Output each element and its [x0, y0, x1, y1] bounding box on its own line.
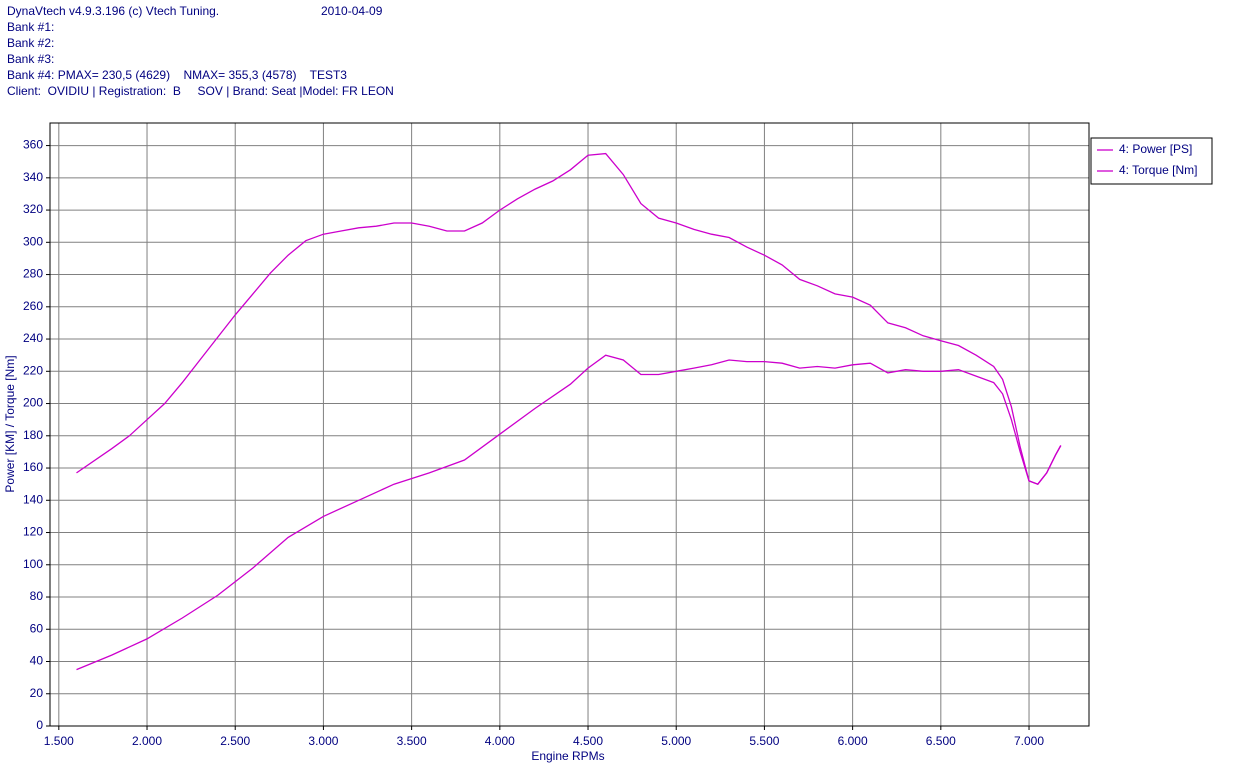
date: 2010-04-09: [321, 4, 383, 18]
x-tick-label: 6.500: [926, 734, 956, 748]
x-axis-title: Engine RPMs: [531, 749, 604, 763]
y-tick-label: 240: [23, 331, 43, 345]
x-tick-label: 5.500: [749, 734, 779, 748]
header-line: Client: OVIDIU | Registration: B SOV | B…: [7, 84, 394, 98]
y-tick-label: 20: [30, 686, 44, 700]
y-tick-label: 160: [23, 460, 43, 474]
x-tick-label: 4.000: [485, 734, 515, 748]
series-line: [76, 152, 1062, 485]
x-tick-label: 1.500: [44, 734, 74, 748]
plot-border: [49, 122, 1090, 727]
y-tick-label: 100: [23, 557, 43, 571]
header-line: Bank #1:: [7, 20, 55, 34]
y-tick-label: 280: [23, 267, 43, 281]
y-tick-label: 360: [23, 138, 43, 152]
y-tick-label: 220: [23, 363, 43, 377]
y-axis-title: Power [KM] / Torque [Nm]: [3, 355, 17, 492]
x-tick-label: 5.000: [661, 734, 691, 748]
y-tick-label: 80: [30, 589, 44, 603]
x-tick-label: 7.000: [1014, 734, 1044, 748]
y-tick-label: 140: [23, 492, 43, 506]
y-tick-label: 40: [30, 654, 44, 668]
y-tick-label: 300: [23, 234, 43, 248]
legend-label: 4: Torque [Nm]: [1119, 163, 1197, 177]
series-line: [76, 354, 1062, 671]
y-tick-label: 180: [23, 428, 43, 442]
y-tick-label: 60: [30, 621, 44, 635]
plot-area: [50, 123, 1089, 726]
x-tick-label: 6.000: [838, 734, 868, 748]
y-tick-label: 320: [23, 202, 43, 216]
y-tick-label: 260: [23, 299, 43, 313]
y-tick-label: 340: [23, 170, 43, 184]
x-tick-label: 4.500: [573, 734, 603, 748]
y-tick-label: 120: [23, 525, 43, 539]
header-line: Bank #2:: [7, 36, 55, 50]
header-line: Bank #4: PMAX= 230,5 (4629) NMAX= 355,3 …: [7, 68, 347, 82]
x-tick-label: 3.500: [397, 734, 427, 748]
x-tick-label: 2.500: [220, 734, 250, 748]
x-tick-label: 2.000: [132, 734, 162, 748]
legend-label: 4: Power [PS]: [1119, 142, 1192, 156]
legend-box: [1090, 137, 1213, 185]
y-tick-label: 200: [23, 396, 43, 410]
y-tick-label: 0: [36, 718, 43, 732]
x-tick-label: 3.000: [308, 734, 338, 748]
header-line: Bank #3:: [7, 52, 55, 66]
app-title: DynaVtech v4.9.3.196 (c) Vtech Tuning.: [7, 4, 220, 18]
